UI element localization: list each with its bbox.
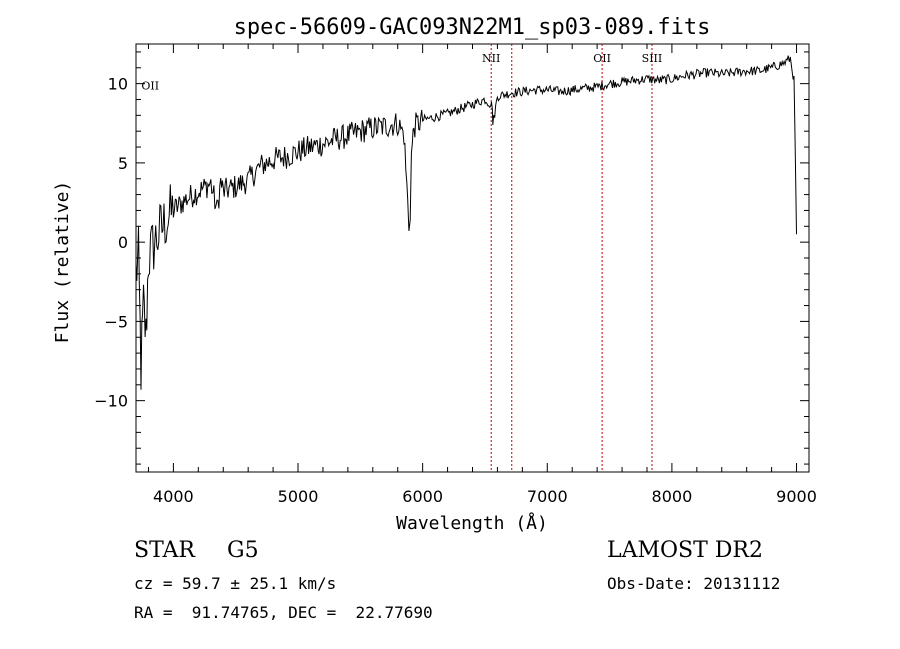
plot-frame [135, 43, 810, 473]
annotation-label: OII [141, 80, 159, 93]
annotations: OII [141, 80, 159, 93]
flux-series-line [135, 55, 797, 390]
cz-readout: cz = 59.7 ± 25.1 km/s [134, 574, 337, 593]
x-tick-label: 8000 [652, 487, 693, 506]
chart-title: spec-56609-GAC093N22M1_sp03-089.fits [234, 15, 711, 40]
x-axis-label: Wavelength (Å) [396, 512, 548, 534]
y-tick-label: −10 [94, 392, 128, 411]
emission-line-label: OII [593, 52, 611, 65]
emission-line-label: SIII [642, 52, 663, 65]
x-tick-label: 4000 [153, 487, 194, 506]
y-tick-label: 0 [118, 233, 128, 252]
y-tick-label: 10 [108, 75, 128, 94]
x-tick-label: 5000 [278, 487, 319, 506]
survey-name: LAMOST DR2 [607, 538, 763, 563]
obs-date: Obs-Date: 20131112 [607, 574, 781, 593]
object-subclass: G5 [227, 538, 259, 563]
object-type: STAR [134, 538, 195, 563]
emission-line-label: NII [482, 52, 500, 65]
y-tick-label: 5 [118, 154, 128, 173]
x-axis: 4000 5000 6000 7000 8000 9000 [147, 44, 817, 506]
y-axis: −10 −5 0 5 10 [94, 51, 809, 465]
coordinates-readout: RA = 91.74765, DEC = 22.77690 [134, 603, 433, 622]
y-axis-label: Flux (relative) [52, 181, 73, 344]
x-tick-label: 9000 [776, 487, 817, 506]
emission-lines: NII OII SIII [482, 44, 662, 472]
x-tick-label: 7000 [527, 487, 568, 506]
y-tick-label: −5 [104, 312, 128, 331]
x-tick-label: 6000 [402, 487, 443, 506]
object-class: STAR G5 [134, 538, 259, 563]
